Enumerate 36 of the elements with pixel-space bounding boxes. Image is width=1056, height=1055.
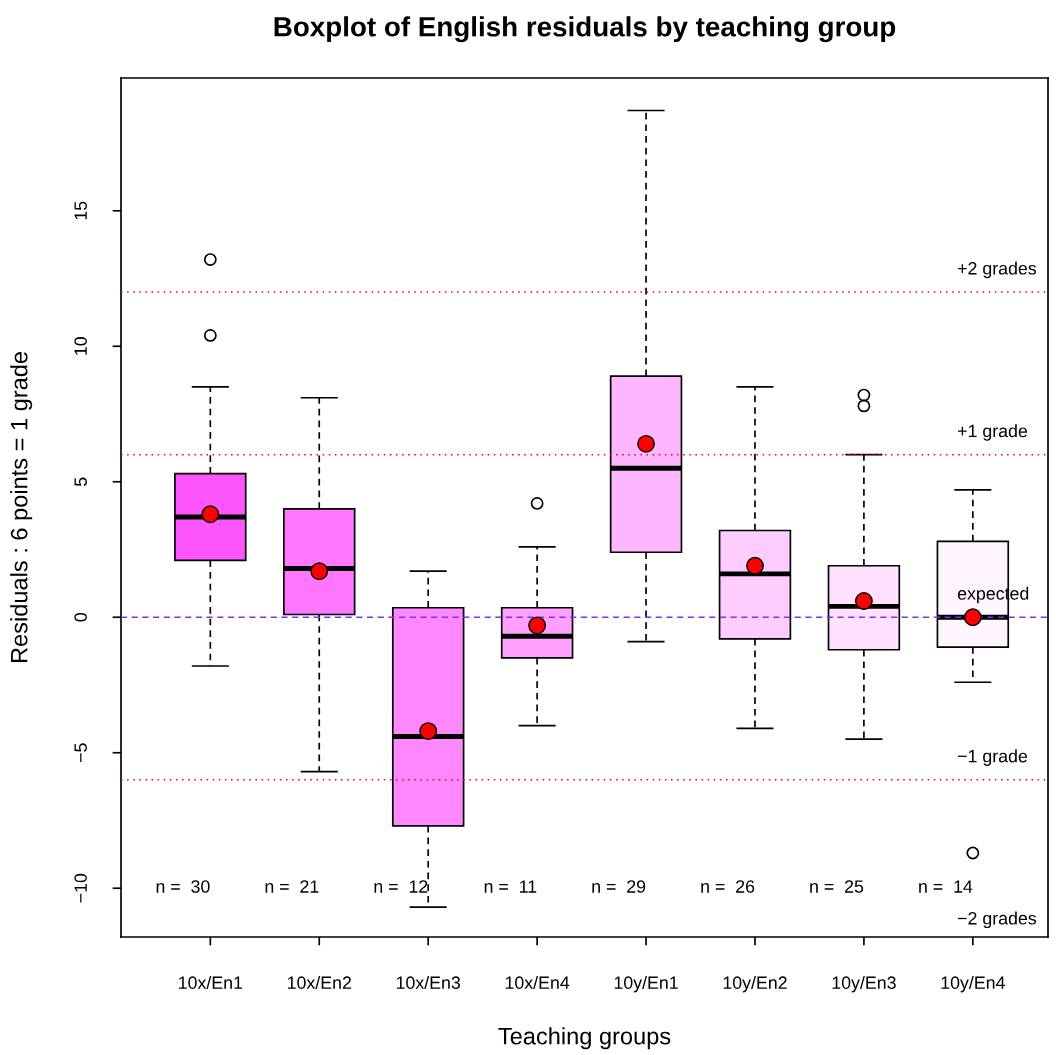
point — [419, 722, 438, 740]
annotation: n = 30 — [156, 880, 210, 893]
x-tick-label: 10x/En4 — [505, 975, 570, 989]
ref-line-label: +1 grade — [958, 424, 1028, 441]
x-tick-label: 10x/En1 — [179, 975, 243, 989]
x-tick-label: 10y/En1 — [614, 975, 678, 993]
annotation: n = 29 — [592, 880, 646, 893]
annotation: n = 26 — [701, 880, 755, 893]
y-tick-label: 15 — [74, 201, 87, 220]
y-tick-label: 0 — [74, 613, 87, 622]
annotation: n = 11 — [484, 880, 537, 893]
ref-line-label: −1 grade — [958, 749, 1028, 766]
point — [637, 434, 655, 453]
y-tick-label: −5 — [74, 743, 87, 762]
ref-line-label: +2 grades — [958, 261, 1037, 279]
y-tick-label: 10 — [74, 337, 87, 355]
annotation: n = 25 — [810, 880, 864, 893]
annotation: n = 12 — [374, 880, 428, 893]
y-axis-title: Residuals : 6 points = 1 grade — [10, 352, 33, 663]
x-tick-label: 10y/En3 — [832, 975, 896, 993]
x-axis-title: Teaching groups — [498, 1027, 671, 1050]
point — [310, 562, 329, 581]
annotation: n = 21 — [265, 880, 319, 893]
y-tick-label: 5 — [74, 477, 87, 486]
y-tick-label: −10 — [74, 873, 87, 903]
point — [746, 556, 764, 575]
point — [201, 505, 220, 524]
x-tick-label: 10y/En2 — [723, 975, 787, 993]
point — [963, 608, 982, 627]
chart-title: Boxplot of English residuals by teaching group — [274, 16, 896, 43]
point — [854, 592, 873, 610]
x-tick-label: 10y/En4 — [941, 975, 1005, 993]
x-tick-label: 10x/En2 — [287, 975, 351, 989]
x-tick-label: 10x/En3 — [396, 975, 461, 989]
annotation: −2 grades — [958, 911, 1037, 929]
annotation: n = 14 — [919, 880, 973, 893]
